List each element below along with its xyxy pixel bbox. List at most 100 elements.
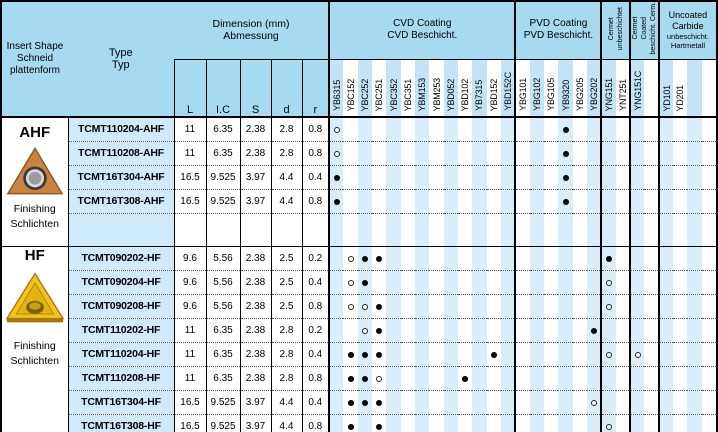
dim-cell: 2.8 xyxy=(271,365,303,391)
mark-cell xyxy=(458,389,473,415)
mark-cell xyxy=(572,164,588,190)
mark-cell xyxy=(472,269,487,295)
mark-cell xyxy=(472,188,487,214)
insert-photo xyxy=(6,145,64,202)
mark-cell xyxy=(486,188,501,214)
grade-column-header: YBD052 xyxy=(443,59,458,119)
mark-cell xyxy=(572,245,588,271)
mark-cell xyxy=(400,317,416,343)
mark-cell xyxy=(372,317,387,343)
mark-cell xyxy=(372,269,387,295)
mark-cell xyxy=(544,389,559,415)
mark-cell xyxy=(629,188,645,214)
mark-cell xyxy=(372,389,387,415)
mark-cell xyxy=(673,413,688,432)
mark-cell xyxy=(415,293,430,319)
mark-cell xyxy=(514,140,530,166)
mark-cell xyxy=(644,117,658,141)
mark-cell xyxy=(673,293,688,319)
pvd-coating-header: PVD Coating PVD Beschicht. xyxy=(514,2,602,60)
mark-cell xyxy=(386,341,401,367)
mark-cell xyxy=(429,188,444,214)
mark-cell xyxy=(587,389,602,415)
grade-mark-filled xyxy=(490,352,497,359)
table-row: TCMT110204-HF 11 6.35 2.38 2.8 0.4 xyxy=(2,341,716,367)
table-row: TCMT16T308-HF 16.5 9.525 3.97 4.4 0.8 xyxy=(2,413,716,432)
mark-cell xyxy=(328,293,344,319)
mark-cell xyxy=(328,317,344,343)
mark-cell xyxy=(357,293,373,319)
dim-cell: 6.35 xyxy=(206,365,241,391)
grade-column-header: YD101 xyxy=(657,59,674,119)
dim-cell: 0.4 xyxy=(302,389,330,415)
mark-cell xyxy=(429,140,444,166)
mark-cell xyxy=(486,245,501,271)
grade-label-row: L I.C S d r YB6315 YBC152 YBC252 YBC251 YBC3… xyxy=(2,59,716,119)
mark-cell xyxy=(429,413,444,432)
mark-cell xyxy=(415,245,430,271)
mark-cell xyxy=(415,341,430,367)
grade-label: YBG202 xyxy=(589,78,600,112)
mark-cell xyxy=(529,293,545,319)
grade-mark-filled xyxy=(347,352,354,359)
mark-cell xyxy=(328,389,344,415)
dim-cell: 11 xyxy=(174,317,207,343)
mark-cell xyxy=(673,341,688,367)
mark-cell xyxy=(372,140,387,166)
dim-cell: 16.5 xyxy=(174,413,207,432)
dim-cell: 0.8 xyxy=(302,117,330,142)
mark-cell xyxy=(357,164,373,190)
dim-cell: 9.525 xyxy=(206,164,241,190)
mark-cell xyxy=(486,140,501,166)
grade-column-header: YB6315 xyxy=(328,59,344,119)
grade-label: YD101 xyxy=(661,84,672,112)
grade-column-header: YBC251 xyxy=(372,59,387,119)
grade-mark-filled xyxy=(333,175,340,182)
mark-cell xyxy=(372,245,387,271)
mark-cell xyxy=(443,245,458,271)
grade-column-header xyxy=(687,59,702,119)
mark-cell xyxy=(687,245,702,271)
mark-cell xyxy=(343,293,358,319)
mark-cell xyxy=(615,293,631,319)
mark-cell xyxy=(615,245,631,271)
mark-cell xyxy=(687,117,702,142)
mark-cell xyxy=(572,341,588,367)
mark-cell xyxy=(443,269,458,295)
mark-cell xyxy=(343,188,358,214)
mark-cell xyxy=(328,245,344,271)
mark-cell xyxy=(558,117,573,142)
mark-cell xyxy=(386,317,401,343)
dim-cell: 5.56 xyxy=(206,293,241,319)
dim-cell: 2.8 xyxy=(271,140,303,166)
mark-cell xyxy=(472,245,487,271)
shape-label: HF xyxy=(24,246,45,264)
mark-cell xyxy=(702,117,716,141)
grade-label: YB6315 xyxy=(332,80,343,112)
mark-cell xyxy=(472,365,487,391)
mark-cell xyxy=(372,341,387,367)
mark-cell xyxy=(486,341,501,367)
type-cell: TCMT16T304-AHF xyxy=(68,164,175,190)
grade-column-header: YBD102 xyxy=(458,59,473,119)
mark-cell xyxy=(701,317,716,343)
table-row: TCMT110208-AHF 11 6.35 2.38 2.8 0.8 xyxy=(2,140,716,166)
grade-column-header: YBC152 xyxy=(343,59,358,119)
mark-cell xyxy=(657,164,674,190)
mark-cell xyxy=(629,365,645,391)
mark-cell xyxy=(472,413,487,432)
dim-cell: 0.2 xyxy=(302,245,330,271)
uncoated-carbide-header: Uncoated Carbide unbeschicht. Hartmetall xyxy=(657,2,716,60)
mark-cell xyxy=(415,389,430,415)
grade-column-header: YBG205 xyxy=(572,59,588,119)
grade-mark-filled xyxy=(606,256,613,263)
mark-cell xyxy=(701,413,716,432)
mark-cell xyxy=(701,389,716,415)
mark-cell xyxy=(500,140,516,166)
dim-cell: 2.38 xyxy=(240,245,272,271)
mark-cell xyxy=(500,365,516,391)
grade-column-header: YBM153 xyxy=(415,59,430,119)
table-row: TCMT090204-HF 9.6 5.56 2.38 2.5 0.4 xyxy=(2,269,716,295)
grade-mark-filled xyxy=(333,199,340,206)
grade-label: YBG205 xyxy=(574,78,585,112)
